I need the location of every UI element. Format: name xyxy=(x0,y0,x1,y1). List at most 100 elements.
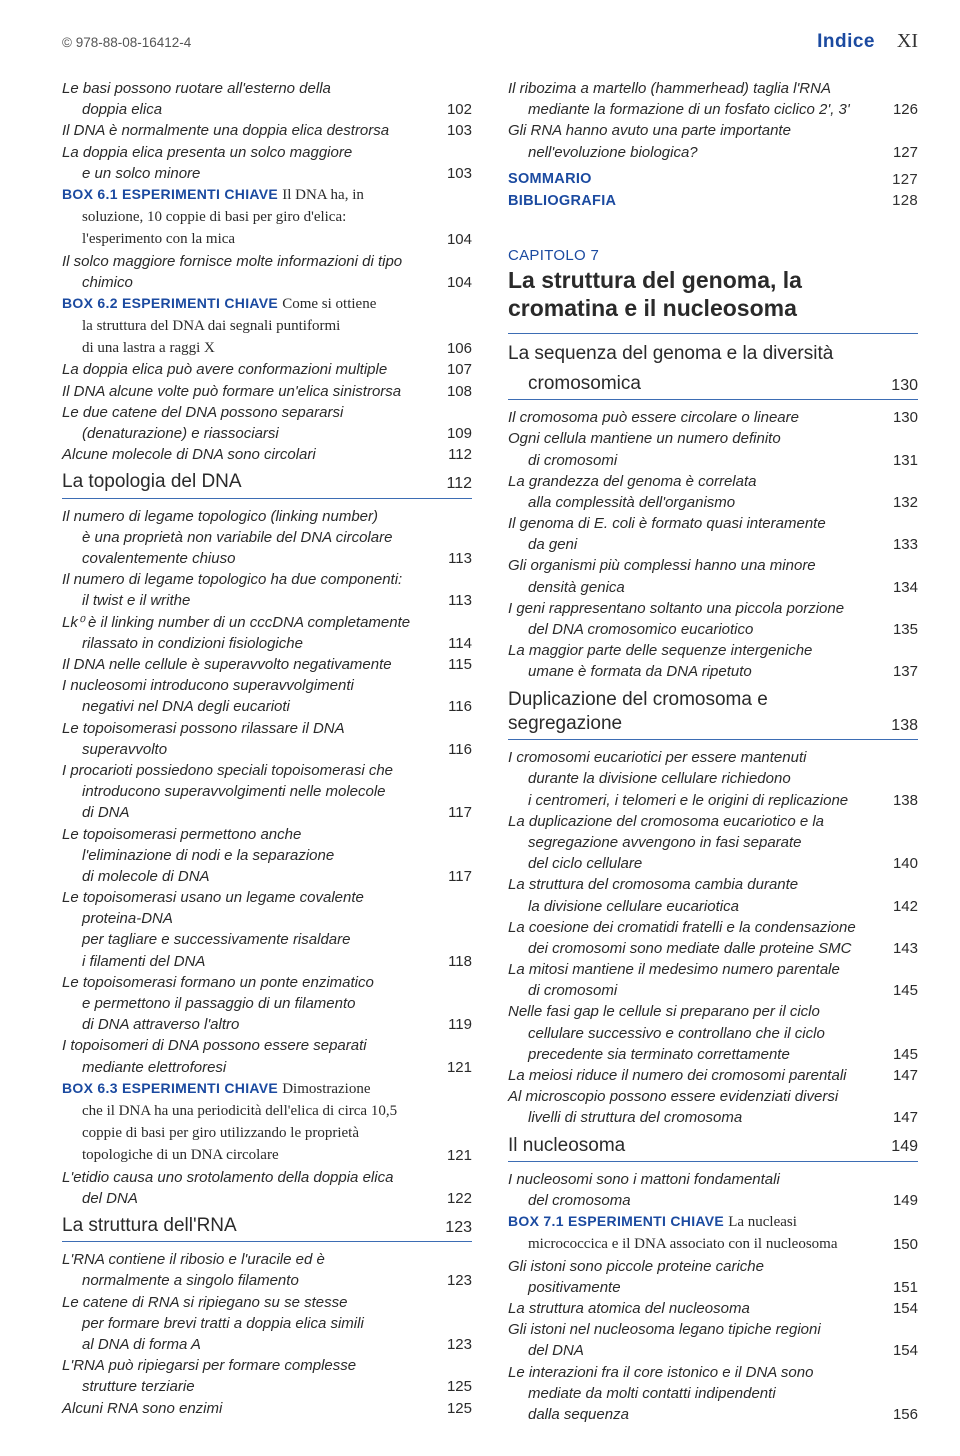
toc-row: BOX 7.1 ESPERIMENTI CHIAVE La nucleasi xyxy=(508,1212,918,1232)
toc-page: 154 xyxy=(882,1299,918,1318)
toc-text: I nucleosomi sono i mattoni fondamentali xyxy=(508,1170,882,1189)
toc-page: 104 xyxy=(436,230,472,249)
toc-row: di una lastra a raggi X106 xyxy=(62,338,472,358)
toc-text: precedente sia terminato correttamente xyxy=(508,1045,882,1064)
toc-text: del DNA xyxy=(62,1189,436,1208)
toc-row: Le basi possono ruotare all'esterno dell… xyxy=(62,79,472,98)
toc-text: Alcuni RNA sono enzimi xyxy=(62,1399,436,1418)
toc-row: Il numero di legame topologico (linking … xyxy=(62,507,472,526)
section-page: 149 xyxy=(882,1137,918,1157)
toc-row: La struttura del cromosoma cambia durant… xyxy=(508,875,918,894)
toc-row: soluzione, 10 coppie di basi per giro d'… xyxy=(62,207,472,227)
toc-text: I geni rappresentano soltanto una piccol… xyxy=(508,599,882,618)
toc-row: Le topoisomerasi formano un ponte enzima… xyxy=(62,973,472,992)
toc-page: 108 xyxy=(436,382,472,401)
toc-row: Il numero di legame topologico ha due co… xyxy=(62,570,472,589)
toc-text: doppia elica xyxy=(62,100,436,119)
toc-text: mediate da molti contatti indipendenti xyxy=(508,1384,882,1403)
toc-row: Le topoisomerasi possono rilassare il DN… xyxy=(62,719,472,738)
toc-text: BOX 6.1 ESPERIMENTI CHIAVE Il DNA ha, in xyxy=(62,185,436,205)
toc-page: 121 xyxy=(436,1146,472,1165)
toc-page: 151 xyxy=(882,1278,918,1297)
toc-page: 125 xyxy=(436,1399,472,1418)
isbn-label: © 978-88-08-16412-4 xyxy=(62,35,191,50)
toc-text: proteina-DNA xyxy=(62,909,436,928)
toc-text: al DNA di forma A xyxy=(62,1335,436,1354)
toc-row: La struttura atomica del nucleosoma154 xyxy=(508,1299,918,1318)
toc-page: 140 xyxy=(882,854,918,873)
toc-row: (denaturazione) e riassociarsi109 xyxy=(62,424,472,443)
toc-row: mediante elettroforesi121 xyxy=(62,1058,472,1077)
toc-text: Le topoisomerasi possono rilassare il DN… xyxy=(62,719,436,738)
toc-page: 133 xyxy=(882,535,918,554)
toc-text: BOX 7.1 ESPERIMENTI CHIAVE La nucleasi xyxy=(508,1212,882,1232)
toc-text: L'RNA può ripiegarsi per formare comples… xyxy=(62,1356,436,1375)
section-rule xyxy=(508,1161,918,1162)
toc-row: Nelle fasi gap le cellule si preparano p… xyxy=(508,1002,918,1021)
toc-text: del cromosoma xyxy=(508,1191,882,1210)
toc-page: 121 xyxy=(436,1058,472,1077)
toc-text: Il genoma di E. coli è formato quasi int… xyxy=(508,514,882,533)
toc-row: la divisione cellulare eucariotica142 xyxy=(508,897,918,916)
toc-text: I topoisomeri di DNA possono essere sepa… xyxy=(62,1036,436,1055)
toc-page: 104 xyxy=(436,273,472,292)
toc-row: superavvolto116 xyxy=(62,740,472,759)
end-label: BIBLIOGRAFIA xyxy=(508,192,882,211)
toc-text: il twist e il writhe xyxy=(62,591,436,610)
toc-page: 116 xyxy=(436,697,472,716)
toc-row: coppie di basi per giro utilizzando le p… xyxy=(62,1123,472,1143)
toc-row: I geni rappresentano soltanto una piccol… xyxy=(508,599,918,618)
toc-row: I topoisomeri di DNA possono essere sepa… xyxy=(62,1036,472,1055)
section-rule xyxy=(62,1241,472,1242)
toc-page: 106 xyxy=(436,339,472,358)
toc-row: BOX 6.1 ESPERIMENTI CHIAVE Il DNA ha, in xyxy=(62,185,472,205)
toc-text: La grandezza del genoma è correlata xyxy=(508,472,882,491)
toc-text: Il numero di legame topologico (linking … xyxy=(62,507,436,526)
section-heading: La topologia del DNA112 xyxy=(62,470,472,494)
section-rule xyxy=(508,739,918,740)
chapter-title: La struttura del genoma, la cromatina e … xyxy=(508,267,918,322)
toc-row: la struttura del DNA dai segnali puntifo… xyxy=(62,316,472,336)
toc-row: normalmente a singolo filamento123 xyxy=(62,1271,472,1290)
toc-page: 117 xyxy=(436,803,472,822)
toc-text: i filamenti del DNA xyxy=(62,952,436,971)
toc-row: La maggior parte delle sequenze intergen… xyxy=(508,641,918,660)
toc-text: di una lastra a raggi X xyxy=(62,338,436,358)
toc-row: livelli di struttura del cromosoma147 xyxy=(508,1108,918,1127)
toc-row: chimico104 xyxy=(62,273,472,292)
toc-text: mediante la formazione di un fosfato cic… xyxy=(508,100,882,119)
toc-text: L'etidio causa uno srotolamento della do… xyxy=(62,1168,436,1187)
end-page: 127 xyxy=(882,170,918,189)
section-heading: cromosomica130 xyxy=(508,372,918,396)
toc-text: superavvolto xyxy=(62,740,436,759)
toc-row: BOX 6.3 ESPERIMENTI CHIAVE Dimostrazione xyxy=(62,1079,472,1099)
toc-row: da geni133 xyxy=(508,535,918,554)
toc-row: Il genoma di E. coli è formato quasi int… xyxy=(508,514,918,533)
toc-row: Alcuni RNA sono enzimi125 xyxy=(62,1399,472,1418)
section-title-cont: cromosomica xyxy=(508,372,641,396)
toc-row: l'esperimento con la mica104 xyxy=(62,229,472,249)
toc-row: Il DNA alcune volte può formare un'elica… xyxy=(62,382,472,401)
toc-text: La mitosi mantiene il medesimo numero pa… xyxy=(508,960,882,979)
end-label: SOMMARIO xyxy=(508,170,882,189)
toc-row: precedente sia terminato correttamente14… xyxy=(508,1045,918,1064)
toc-text: introducono superavvolgimenti nelle mole… xyxy=(62,782,436,801)
toc-text: Le topoisomerasi usano un legame covalen… xyxy=(62,888,436,907)
toc-text: per tagliare e successivamente risaldare xyxy=(62,930,436,949)
toc-text: Le topoisomerasi formano un ponte enzima… xyxy=(62,973,436,992)
toc-row: covalentemente chiuso113 xyxy=(62,549,472,568)
section-title: Duplicazione del cromosoma e segregazion… xyxy=(508,688,882,737)
toc-text: La doppia elica può avere conformazioni … xyxy=(62,360,436,379)
toc-row: doppia elica102 xyxy=(62,100,472,119)
toc-row: e un solco minore103 xyxy=(62,164,472,183)
toc-row: per tagliare e successivamente risaldare xyxy=(62,930,472,949)
toc-page: 156 xyxy=(882,1405,918,1424)
toc-row: cellulare successivo e controllano che i… xyxy=(508,1024,918,1043)
toc-text: Lk⁰ è il linking number di un cccDNA com… xyxy=(62,613,436,632)
toc-row: I nucleosomi sono i mattoni fondamentali xyxy=(508,1170,918,1189)
toc-row: Le due catene del DNA possono separarsi xyxy=(62,403,472,422)
section-heading: La struttura dell'RNA123 xyxy=(62,1214,472,1238)
toc-row: Il ribozima a martello (hammerhead) tagl… xyxy=(508,79,918,98)
toc-text: Le due catene del DNA possono separarsi xyxy=(62,403,436,422)
right-column: Il ribozima a martello (hammerhead) tagl… xyxy=(508,79,918,1426)
